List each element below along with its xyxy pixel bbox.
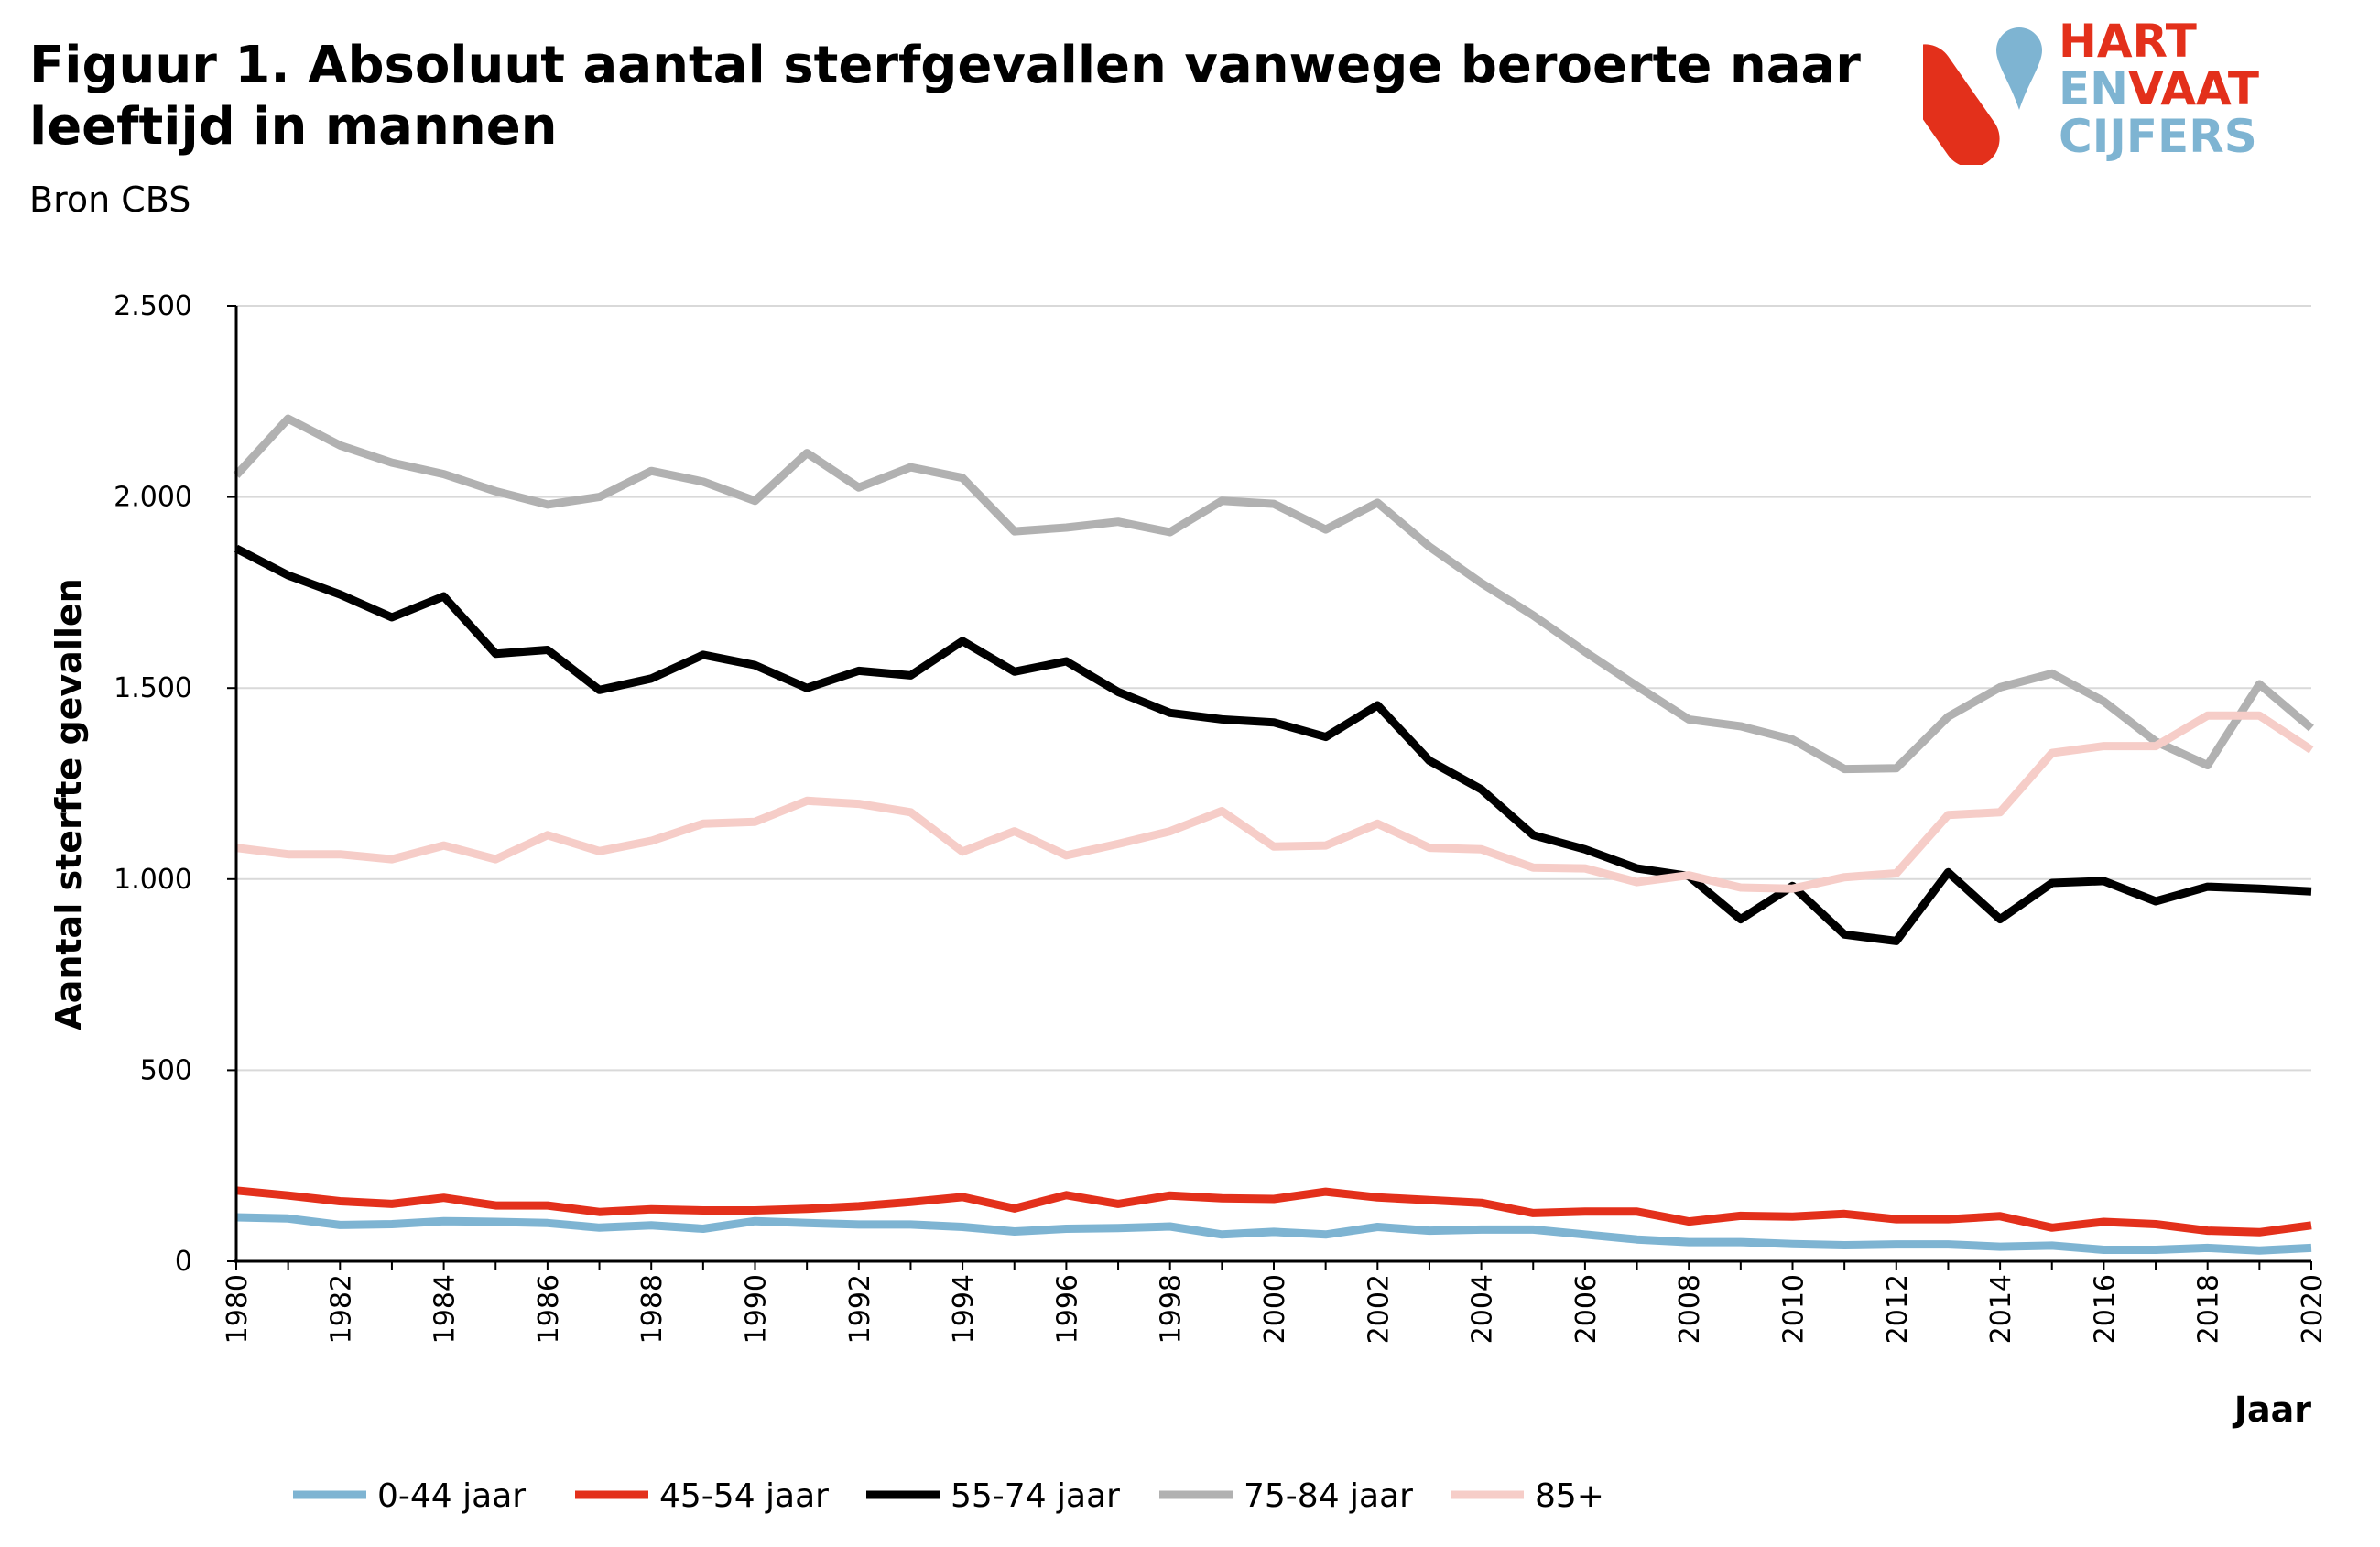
y-tick-label: 1.500 <box>114 672 192 704</box>
y-axis-label: Aantal sterfte gevallen <box>49 578 89 1030</box>
y-tick-label: 0 <box>175 1246 192 1278</box>
y-tick-label: 2.500 <box>114 290 192 322</box>
x-tick-label: 2012 <box>1882 1274 1914 1344</box>
hart-en-vaat-cijfers-logo: HART ENVAAT CIJFERS <box>1923 15 2259 165</box>
x-tick-label: 2018 <box>2193 1274 2225 1344</box>
legend-item: 55-74 jaar <box>866 1477 1120 1515</box>
legend-label: 0-44 jaar <box>377 1477 526 1515</box>
x-tick-label: 2020 <box>2297 1274 2329 1344</box>
logo-blue-drop-icon <box>1996 27 2042 110</box>
series-line-4 <box>235 711 2314 893</box>
logo-text-cijfers: CIJFERS <box>2059 110 2257 163</box>
x-tick-label: 2006 <box>1570 1274 1603 1344</box>
gridlines <box>227 305 2312 1270</box>
legend-label: 45-54 jaar <box>659 1477 829 1515</box>
series-line-1 <box>235 1186 2312 1237</box>
x-tick-label: 1994 <box>948 1274 980 1344</box>
logo-text-vaat: VAAT <box>2128 62 2259 115</box>
y-tick-label: 500 <box>140 1054 192 1086</box>
x-tick-label: 2004 <box>1467 1274 1499 1344</box>
x-tick-labels: 1980 1982 1984 1986 1988 1990 1992 1994 1996 1998… <box>222 1274 2329 1344</box>
series-line-3 <box>233 414 2314 774</box>
chart-title: Figuur 1. Absoluut aantal sterfgevallen … <box>29 36 1861 158</box>
series-lines <box>233 414 2314 1255</box>
y-tick-label: 1.000 <box>114 864 192 896</box>
series-line-2 <box>234 544 2312 945</box>
x-tick-label: 1988 <box>636 1274 668 1344</box>
logo-text-hart: HART <box>2059 15 2197 68</box>
legend-item: 0-44 jaar <box>293 1477 526 1515</box>
legend-label: 85+ <box>1535 1477 1604 1515</box>
series-line-0 <box>235 1213 2312 1255</box>
y-tick-labels: 0 500 1.000 1.500 2.000 2.500 <box>114 290 192 1278</box>
x-tick-label: 1982 <box>325 1274 357 1344</box>
x-tick-label: 2014 <box>1985 1274 2017 1344</box>
x-tick-label: 2008 <box>1674 1274 1706 1344</box>
legend-item: 75-84 jaar <box>1159 1477 1413 1515</box>
legend: 0-44 jaar 45-54 jaar 55-74 jaar 75-84 jaar 8… <box>293 1477 1604 1515</box>
x-tick-label: 1992 <box>844 1274 876 1344</box>
x-tick-label: 1990 <box>741 1274 773 1344</box>
x-axis-label: Jaar <box>2232 1389 2311 1430</box>
x-tick-label: 2000 <box>1259 1274 1291 1344</box>
legend-label: 55-74 jaar <box>951 1477 1120 1515</box>
legend-item: 45-54 jaar <box>575 1477 829 1515</box>
x-tick-label: 1996 <box>1051 1274 1083 1344</box>
x-tick-label: 2010 <box>1778 1274 1810 1344</box>
y-tick-label: 2.000 <box>114 482 192 514</box>
logo-text-en: EN <box>2059 62 2128 115</box>
logo-line-2: ENVAAT <box>2059 62 2259 115</box>
legend-item: 85+ <box>1451 1477 1604 1515</box>
x-tick-label: 1984 <box>429 1274 462 1344</box>
x-tick-label: 2016 <box>2089 1274 2121 1344</box>
x-tick-label: 1980 <box>222 1274 254 1344</box>
x-tick-label: 1998 <box>1156 1274 1188 1344</box>
x-tick-label: 1986 <box>533 1274 565 1344</box>
legend-label: 75-84 jaar <box>1244 1477 1413 1515</box>
chart-source: Bron CBS <box>29 180 191 220</box>
x-tick-label: 2002 <box>1363 1274 1395 1344</box>
logo-red-bar-icon <box>1923 44 2000 165</box>
